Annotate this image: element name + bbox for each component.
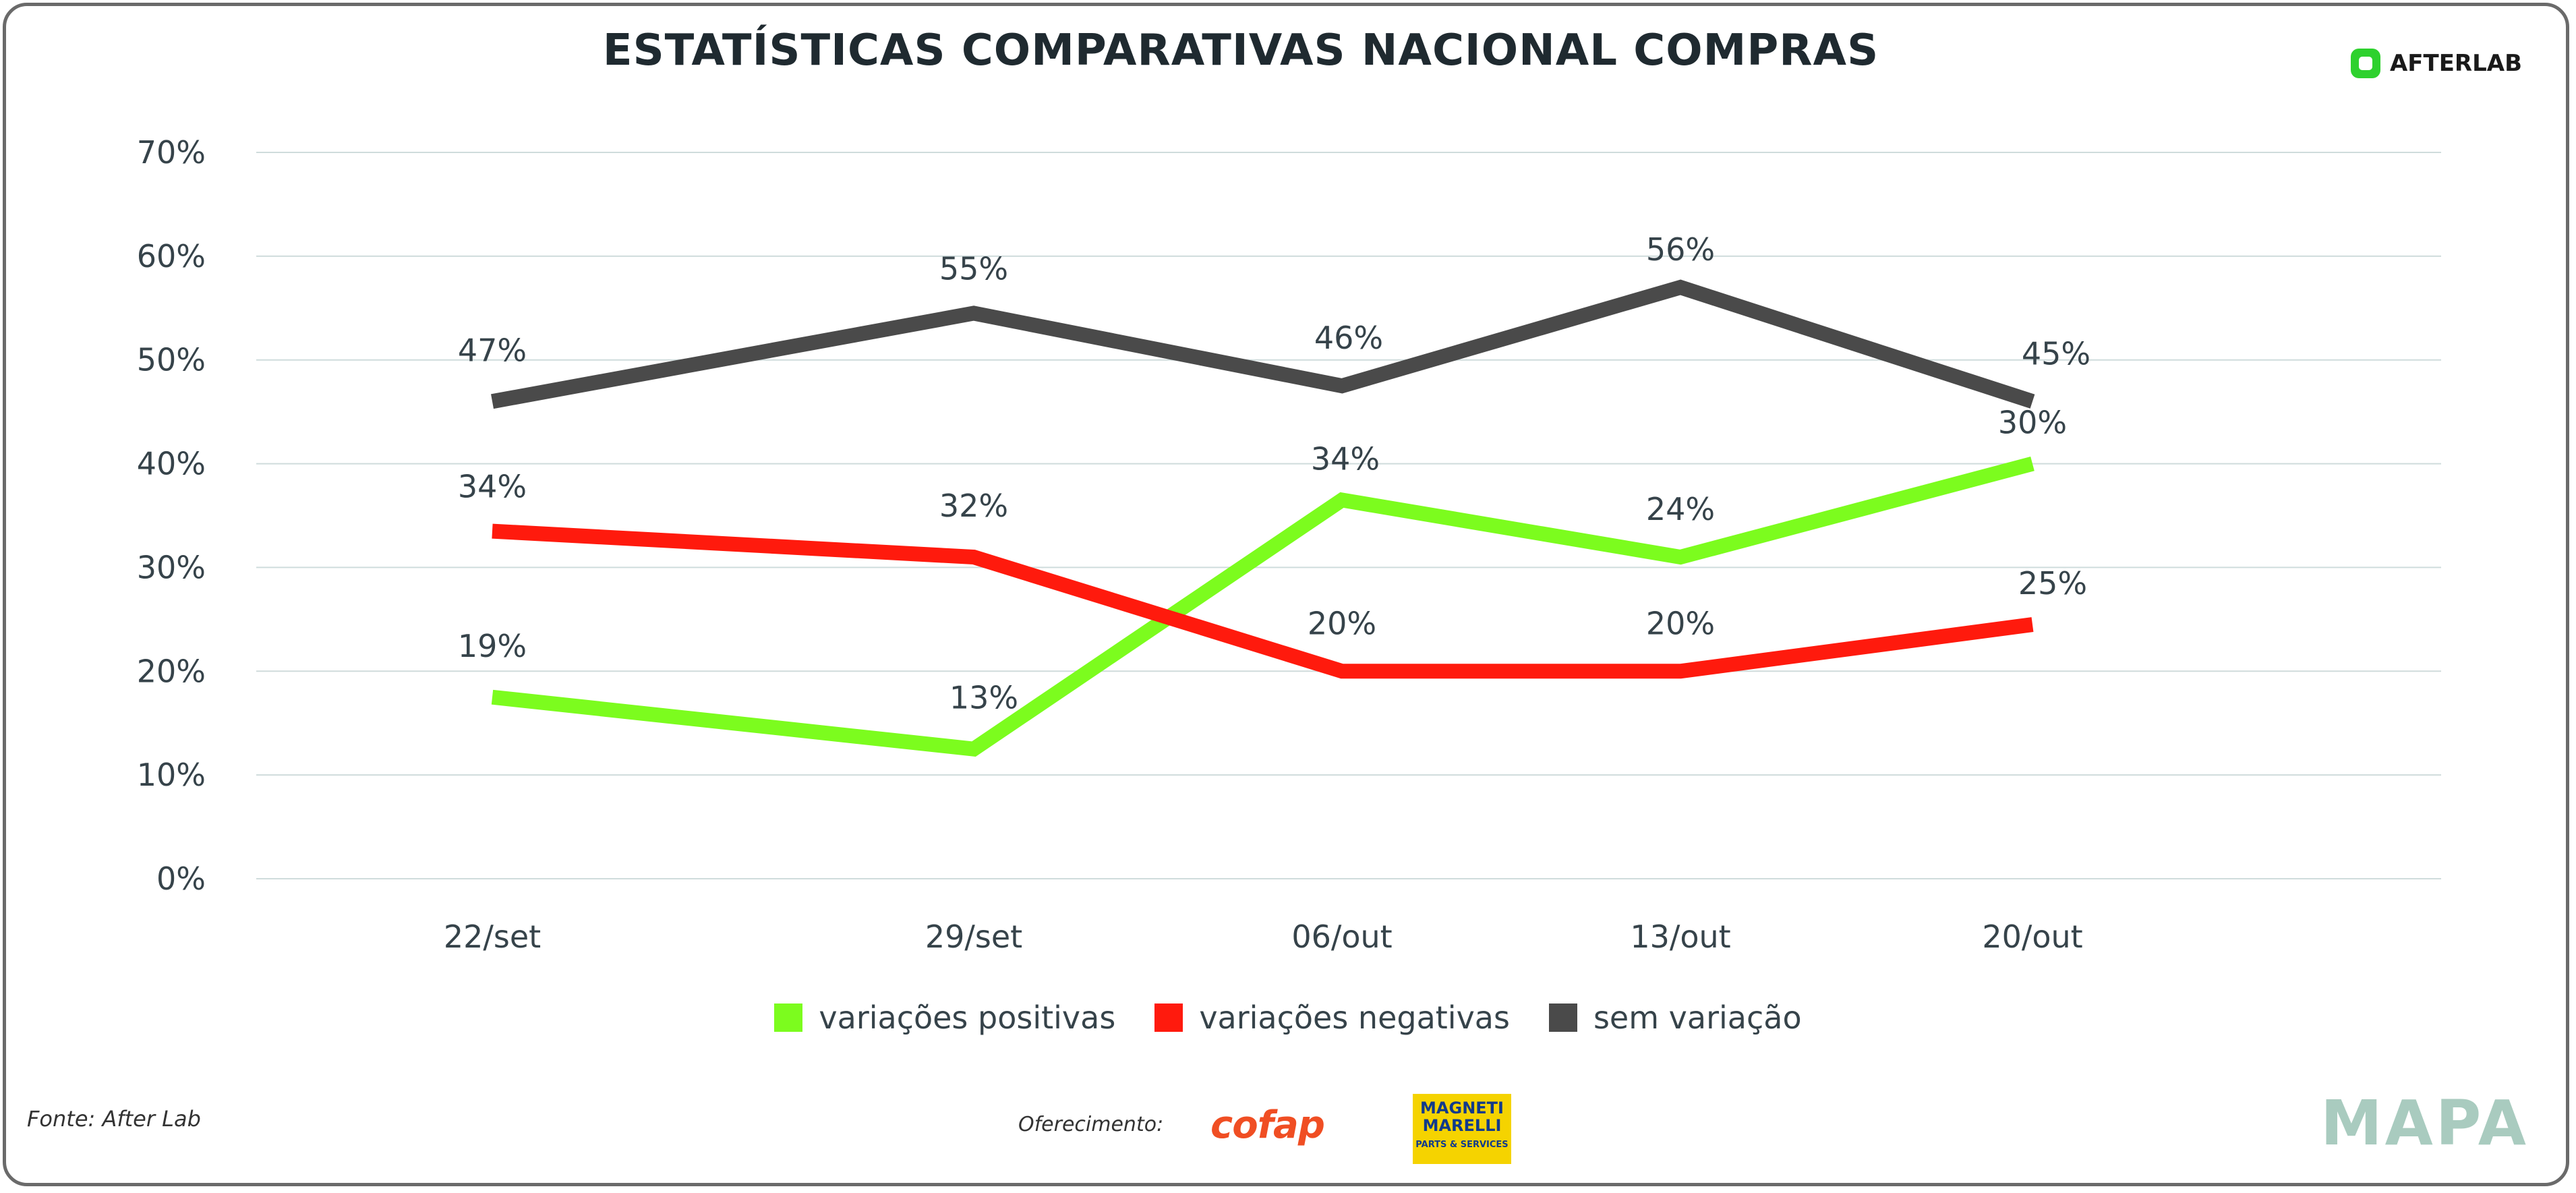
data-label: 34%	[458, 469, 527, 505]
x-axis-ticks: 22/set 29/set 06/out 13/out 20/out	[444, 919, 2083, 955]
sponsor-label: Oferecimento:	[1018, 1113, 1164, 1136]
legend-label-none: sem variação	[1593, 999, 1802, 1036]
afterlab-logo: AFTERLAB	[2350, 49, 2522, 78]
source-note: Fonte: After Lab	[27, 1106, 201, 1132]
x-tick-label: 06/out	[1291, 919, 1392, 955]
y-tick-label: 30%	[137, 549, 206, 585]
y-tick-label: 0%	[156, 861, 206, 897]
legend-swatch-negative	[1154, 1003, 1183, 1032]
afterlab-logo-icon	[2350, 49, 2380, 78]
series-line-negative	[492, 523, 2034, 679]
y-tick-label: 40%	[137, 446, 206, 482]
data-label: 13%	[949, 680, 1018, 716]
chart-legend: variações positivas variações negativas …	[0, 999, 2576, 1036]
y-tick-label: 70%	[137, 134, 206, 171]
data-label: 19%	[458, 628, 527, 664]
chart-frame	[3, 3, 2569, 1186]
series-lines	[491, 279, 2035, 757]
legend-item-negative: variações negativas	[1154, 999, 1510, 1036]
chart-title: ESTATÍSTICAS COMPARATIVAS NACIONAL COMPR…	[602, 26, 1879, 76]
magneti-sub: PARTS & SERVICES	[1415, 1140, 1509, 1150]
x-tick-label: 22/set	[444, 919, 541, 955]
y-axis-ticks: 0% 10% 20% 30% 40% 50% 60% 70%	[137, 134, 206, 897]
data-label: 24%	[1646, 491, 1715, 527]
x-tick-label: 20/out	[1982, 919, 2082, 955]
legend-item-none: sem variação	[1548, 999, 1802, 1036]
y-tick-label: 10%	[137, 757, 206, 793]
gridlines	[256, 152, 2441, 879]
legend-swatch-none	[1548, 1003, 1577, 1032]
magneti-line2: MARELLI	[1422, 1116, 1502, 1135]
mapa-logo: MAPA	[2320, 1087, 2529, 1159]
data-label: 45%	[2022, 335, 2090, 372]
legend-label-negative: variações negativas	[1199, 999, 1510, 1036]
magneti-line1: MAGNETI	[1420, 1099, 1504, 1117]
data-label: 47%	[458, 332, 527, 368]
data-label: 30%	[1998, 405, 2067, 441]
data-label: 25%	[2018, 565, 2087, 602]
data-label: 56%	[1646, 231, 1715, 268]
x-tick-label: 13/out	[1630, 919, 1730, 955]
data-label: 46%	[1314, 320, 1383, 356]
x-tick-label: 29/set	[925, 919, 1022, 955]
legend-label-positive: variações positivas	[819, 999, 1116, 1036]
data-labels: 19% 13% 34% 24% 30% 34% 32% 20% 20% 25% 47% 55% 46% 5…	[458, 231, 2090, 716]
data-label: 20%	[1646, 605, 1715, 641]
legend-item-positive: variações positivas	[774, 999, 1115, 1036]
cofap-logo: cofap	[1210, 1103, 1325, 1147]
magneti-marelli-logo: MAGNETI MARELLI PARTS & SERVICES	[1413, 1094, 1511, 1164]
legend-swatch-positive	[774, 1003, 803, 1032]
afterlab-logo-text: AFTERLAB	[2389, 50, 2522, 77]
series-line-none	[491, 279, 2035, 409]
y-tick-label: 50%	[137, 342, 206, 378]
series-line-positive	[491, 456, 2035, 757]
y-tick-label: 60%	[137, 238, 206, 274]
data-label: 34%	[1311, 440, 1380, 477]
data-label: 55%	[939, 250, 1008, 287]
data-label: 20%	[1308, 605, 1376, 641]
data-label: 32%	[939, 488, 1008, 524]
y-tick-label: 20%	[137, 653, 206, 689]
